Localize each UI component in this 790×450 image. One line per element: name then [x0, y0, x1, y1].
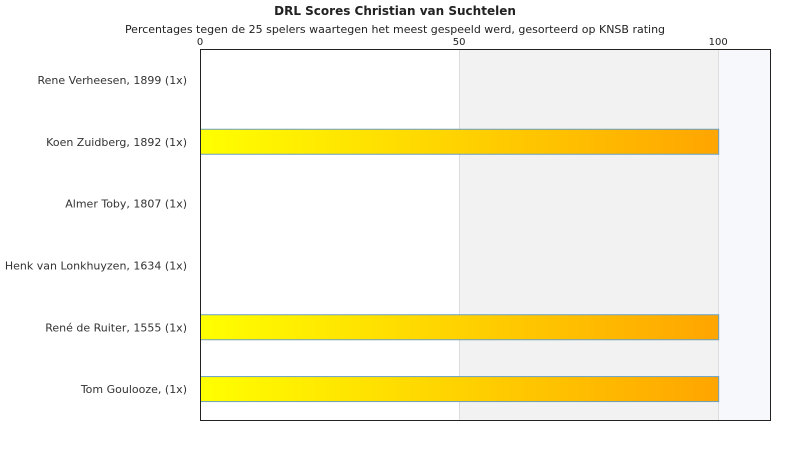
category-label: René de Ruiter, 1555 (1x) — [45, 321, 187, 334]
category-label: Rene Verheesen, 1899 (1x) — [38, 74, 187, 87]
bar — [200, 376, 720, 403]
plot-band — [459, 49, 719, 420]
category-label: Koen Zuidberg, 1892 (1x) — [46, 136, 187, 149]
x-tick-label: 0 — [197, 37, 203, 48]
x-axis-ticks: 0 50 100 — [197, 37, 728, 48]
bars — [200, 128, 720, 403]
category-labels: Rene Verheesen, 1899 (1x) Koen Zuidberg, … — [5, 74, 187, 396]
bar — [200, 314, 720, 341]
plot-frame — [200, 49, 771, 421]
category-label: Tom Goulooze, (1x) — [80, 383, 187, 396]
chart-title: DRL Scores Christian van Suchtelen — [274, 4, 516, 18]
x-tick-label: 50 — [453, 37, 466, 48]
plot-band — [200, 49, 460, 420]
bar — [200, 128, 720, 155]
chart-subtitle: Percentages tegen de 25 spelers waartege… — [125, 23, 665, 36]
plot-bands — [200, 49, 770, 420]
x-tick-label: 100 — [709, 37, 728, 48]
category-label: Almer Toby, 1807 (1x) — [65, 198, 187, 211]
category-label: Henk van Lonkhuyzen, 1634 (1x) — [5, 259, 187, 272]
plot-band — [718, 49, 770, 420]
